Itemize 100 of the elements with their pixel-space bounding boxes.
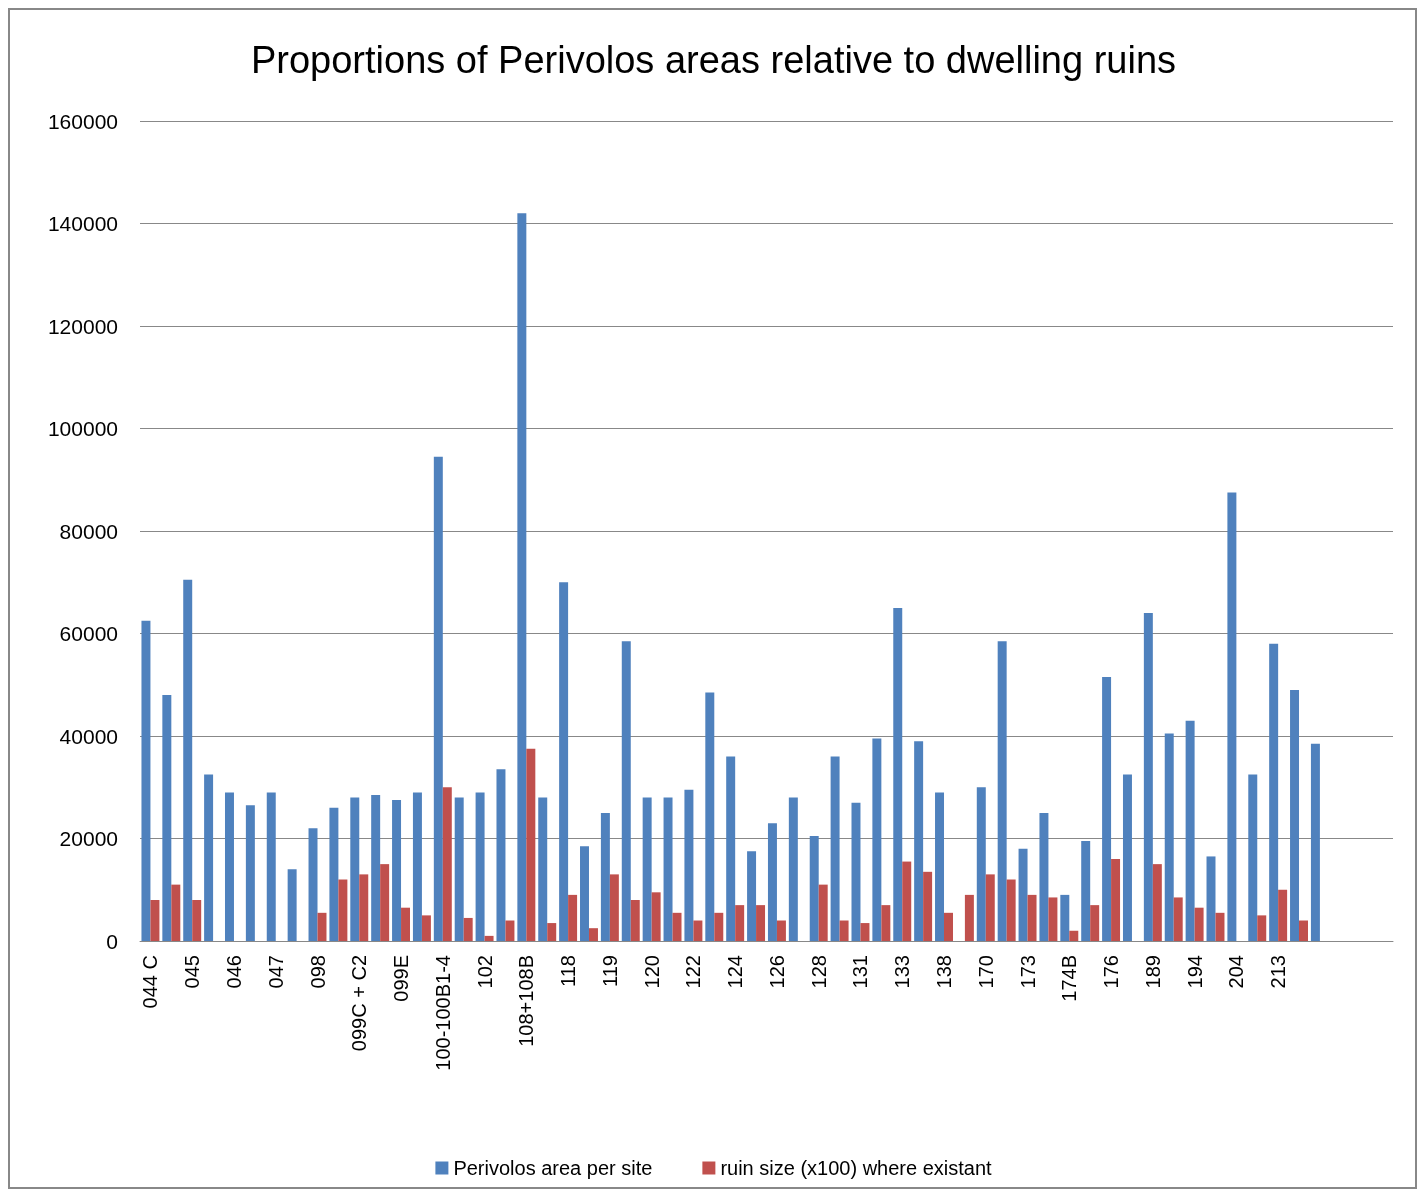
bar bbox=[1310, 743, 1320, 941]
x-tick-label: 100-100B1-4 bbox=[431, 955, 454, 1071]
bar bbox=[225, 792, 234, 941]
bar bbox=[392, 800, 402, 941]
bar bbox=[526, 748, 536, 941]
bar bbox=[630, 900, 640, 941]
bar bbox=[547, 923, 557, 941]
bar bbox=[1215, 912, 1225, 941]
y-tick-label: 40000 bbox=[59, 724, 118, 748]
legend-label: ruin size (x100) where existant bbox=[720, 1157, 993, 1179]
bar bbox=[1248, 774, 1258, 941]
x-tick-label: 128 bbox=[807, 955, 830, 989]
bar bbox=[287, 869, 297, 941]
bar bbox=[1278, 889, 1288, 941]
bar bbox=[463, 917, 473, 941]
bar bbox=[705, 692, 715, 941]
bar bbox=[809, 835, 819, 941]
x-tick-label: 098 bbox=[306, 955, 329, 989]
y-tick-label: 20000 bbox=[59, 827, 118, 850]
bar bbox=[371, 794, 381, 941]
bar bbox=[776, 920, 786, 941]
y-tick-label: 0 bbox=[106, 929, 118, 953]
bar bbox=[756, 905, 766, 941]
bar bbox=[588, 928, 598, 941]
bar bbox=[1069, 930, 1079, 941]
bar bbox=[860, 923, 870, 941]
bar bbox=[380, 864, 390, 941]
bar bbox=[517, 213, 527, 941]
x-tick-label: 173 bbox=[1016, 955, 1039, 989]
bar bbox=[976, 787, 986, 941]
bar bbox=[1227, 492, 1237, 941]
bar bbox=[788, 797, 798, 941]
x-tick-label: 204 bbox=[1225, 955, 1248, 989]
bar bbox=[1048, 897, 1058, 941]
chart-title: Proportions of Perivolos areas relative to dwelling ruins bbox=[250, 39, 1177, 81]
x-tick-label: 045 bbox=[181, 955, 204, 989]
bar bbox=[568, 894, 578, 941]
bar bbox=[1027, 894, 1037, 941]
bar bbox=[1257, 915, 1267, 941]
x-tick-label: 047 bbox=[264, 955, 287, 989]
bar bbox=[1111, 859, 1121, 941]
x-tick-label: 194 bbox=[1183, 955, 1206, 989]
x-tick-label: 122 bbox=[682, 955, 705, 989]
bar bbox=[893, 607, 903, 941]
x-tick-label: 174B bbox=[1058, 955, 1081, 1002]
bar bbox=[308, 828, 318, 941]
bar bbox=[902, 861, 912, 941]
bar bbox=[600, 812, 610, 941]
bar bbox=[433, 456, 443, 941]
bar bbox=[1060, 894, 1070, 941]
x-tick-label: 131 bbox=[849, 955, 872, 989]
bar bbox=[1194, 907, 1204, 941]
bar bbox=[663, 797, 673, 941]
bar bbox=[421, 915, 431, 941]
bar bbox=[1269, 643, 1279, 941]
bar bbox=[401, 907, 411, 941]
bar bbox=[839, 920, 849, 941]
x-tick-label: 118 bbox=[557, 955, 580, 987]
bar bbox=[914, 741, 924, 941]
bar bbox=[183, 579, 193, 941]
bar bbox=[475, 792, 485, 941]
bar bbox=[1122, 774, 1132, 941]
bar bbox=[693, 920, 703, 941]
bar bbox=[1206, 856, 1216, 941]
x-tick-label: 102 bbox=[473, 955, 496, 989]
bar bbox=[505, 920, 515, 941]
bar bbox=[1152, 864, 1162, 941]
bar bbox=[538, 797, 548, 941]
bar bbox=[412, 792, 422, 941]
bar bbox=[944, 912, 953, 941]
bar bbox=[245, 805, 255, 941]
bar bbox=[985, 874, 995, 941]
bar bbox=[651, 892, 661, 941]
bar bbox=[1299, 920, 1308, 941]
bar bbox=[830, 756, 840, 941]
bar bbox=[1185, 720, 1195, 941]
bar bbox=[1290, 689, 1300, 941]
bar bbox=[171, 884, 181, 941]
bar bbox=[1039, 812, 1049, 941]
x-tick-label: 119 bbox=[598, 955, 621, 987]
x-tick-label: 108+108B bbox=[515, 955, 538, 1047]
x-tick-label: 176 bbox=[1100, 955, 1123, 989]
x-tick-label: 138 bbox=[933, 955, 956, 989]
bar bbox=[442, 787, 452, 941]
bar bbox=[747, 851, 757, 941]
x-tick-label: 124 bbox=[724, 955, 747, 989]
bar bbox=[997, 641, 1007, 941]
bar bbox=[726, 756, 736, 941]
bar bbox=[672, 912, 682, 941]
bar bbox=[484, 935, 494, 941]
bar bbox=[767, 823, 777, 941]
bar bbox=[684, 789, 694, 941]
legend-label: Perivolos area per site bbox=[453, 1157, 653, 1179]
bar bbox=[714, 912, 724, 941]
bar bbox=[1164, 733, 1174, 941]
bar bbox=[1102, 677, 1112, 941]
y-tick-label: 80000 bbox=[59, 519, 118, 543]
bar bbox=[266, 792, 276, 941]
bar bbox=[204, 774, 214, 941]
bar bbox=[1006, 879, 1016, 941]
